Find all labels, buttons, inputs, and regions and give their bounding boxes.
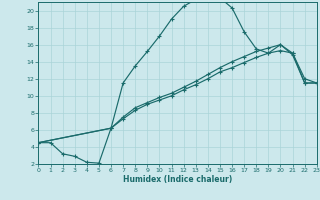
X-axis label: Humidex (Indice chaleur): Humidex (Indice chaleur) [123,175,232,184]
